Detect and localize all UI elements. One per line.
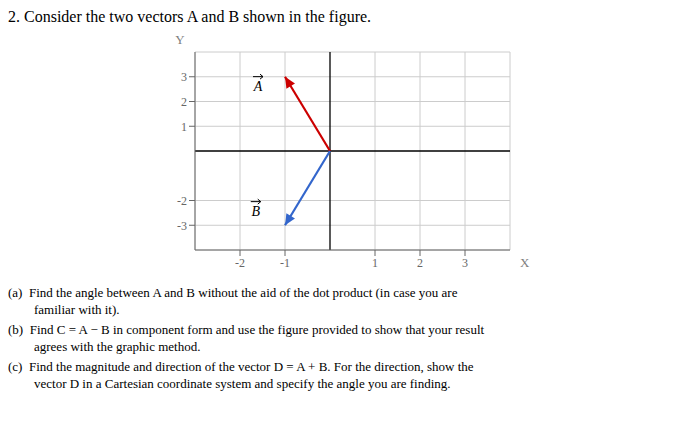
svg-text:B: B: [251, 204, 260, 219]
svg-text:-1: -1: [280, 256, 290, 270]
svg-text:X: X: [520, 255, 530, 270]
svg-text:2: 2: [181, 95, 187, 109]
svg-text:3: 3: [181, 70, 187, 84]
html-text:2. Consider the two vectors A: 2. Consider the two vectors A and B show…: [8, 8, 372, 25]
html-text:(c) Find the magnitude and dir: (c) Find the magnitude and direction of …: [8, 359, 474, 391]
html-text:(b) Find C = A − B in componen: (b) Find C = A − B in component form and…: [8, 322, 485, 354]
svg-text:1: 1: [181, 120, 187, 134]
svg-text:A: A: [253, 79, 263, 94]
svg-text:-2: -2: [177, 194, 187, 208]
svg-text:2: 2: [417, 256, 423, 270]
svg-text:Y: Y: [175, 32, 185, 47]
svg-text:-3: -3: [177, 219, 187, 233]
html-text:(a) Find the angle between A a: (a) Find the angle between A and B witho…: [8, 285, 458, 317]
svg-text:-2: -2: [235, 256, 245, 270]
svg-text:3: 3: [462, 256, 468, 270]
svg-text:1: 1: [372, 256, 378, 270]
